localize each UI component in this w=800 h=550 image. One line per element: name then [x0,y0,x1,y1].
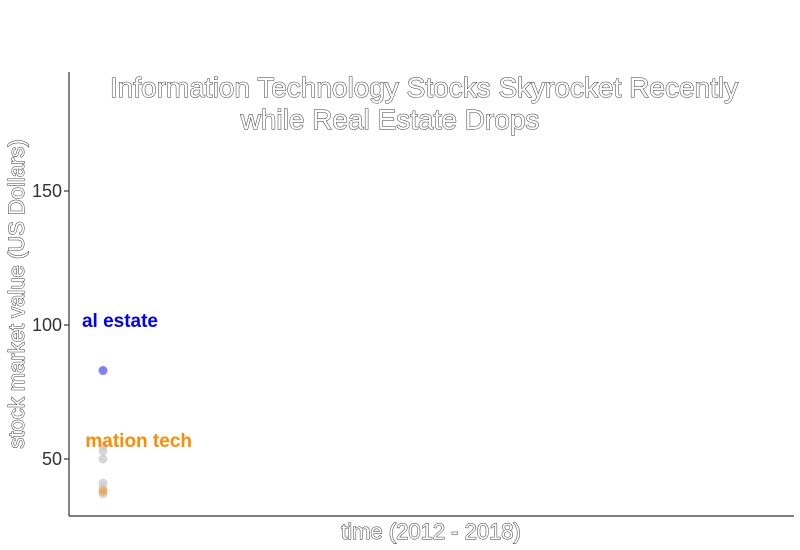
y-axis-ticks: 50 100 150 [32,181,69,469]
chart-title: Information Technology Stocks Skyrocket … [109,72,738,136]
y-axis-title: stock market value (US Dollars) [4,139,29,448]
x-axis-title: time (2012 - 2018) [341,519,521,544]
series-data-point [98,366,108,376]
series-data-point [98,486,108,496]
background-data-point [98,454,108,464]
background-data-point [98,446,108,456]
plot-area [98,366,108,499]
y-tick-label: 150 [32,181,62,201]
y-tick-label: 50 [42,449,62,469]
y-tick-label: 100 [32,315,62,335]
chart-title-line-1: Information Technology Stocks Skyrocket … [110,72,738,103]
series-label: al estate [82,311,158,332]
series-label: mation tech [85,431,192,452]
series-labels: al estate mation tech [82,311,192,452]
chart-title-line-2: while Real Estate Drops [240,104,540,135]
